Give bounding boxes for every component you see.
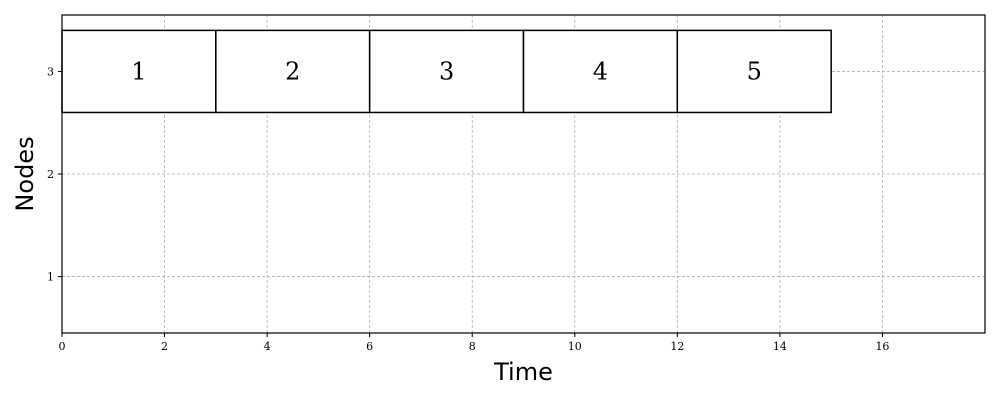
task-block-label: 1 (131, 57, 146, 85)
y-tick-label: 1 (47, 271, 54, 284)
x-tick-label: 6 (366, 340, 373, 353)
task-block: 3 (368, 29, 525, 114)
task-block-rect (522, 29, 679, 114)
task-block: 2 (215, 29, 371, 114)
task-block: 1 (61, 29, 217, 114)
task-block: 5 (676, 29, 832, 114)
task-block-rect (676, 29, 832, 114)
y-tick-label: 2 (47, 168, 54, 181)
x-tick-label: 2 (161, 340, 168, 353)
task-block-label: 4 (593, 57, 608, 85)
task-block-label: 3 (439, 57, 454, 85)
task-block-rect (368, 29, 525, 114)
task-block: 4 (522, 29, 679, 114)
y-axis-ticks: 1 2 3 (47, 65, 62, 284)
x-tick-label: 14 (773, 340, 787, 353)
x-tick-label: 0 (59, 340, 66, 353)
y-axis-label: Nodes (11, 136, 39, 211)
task-blocks: 1 2 3 4 5 (61, 29, 832, 114)
x-tick-label: 12 (670, 340, 684, 353)
x-tick-label: 8 (469, 340, 476, 353)
x-tick-label: 10 (568, 340, 582, 353)
task-block-rect (215, 29, 371, 114)
x-tick-label: 4 (264, 340, 271, 353)
task-block-label: 5 (747, 57, 762, 85)
task-block-label: 2 (285, 57, 300, 85)
x-axis-ticks: 0 2 4 6 8 10 12 14 16 (59, 333, 889, 353)
y-tick-label: 3 (47, 65, 54, 78)
x-tick-label: 16 (875, 340, 889, 353)
x-axis-label: Time (493, 358, 553, 386)
